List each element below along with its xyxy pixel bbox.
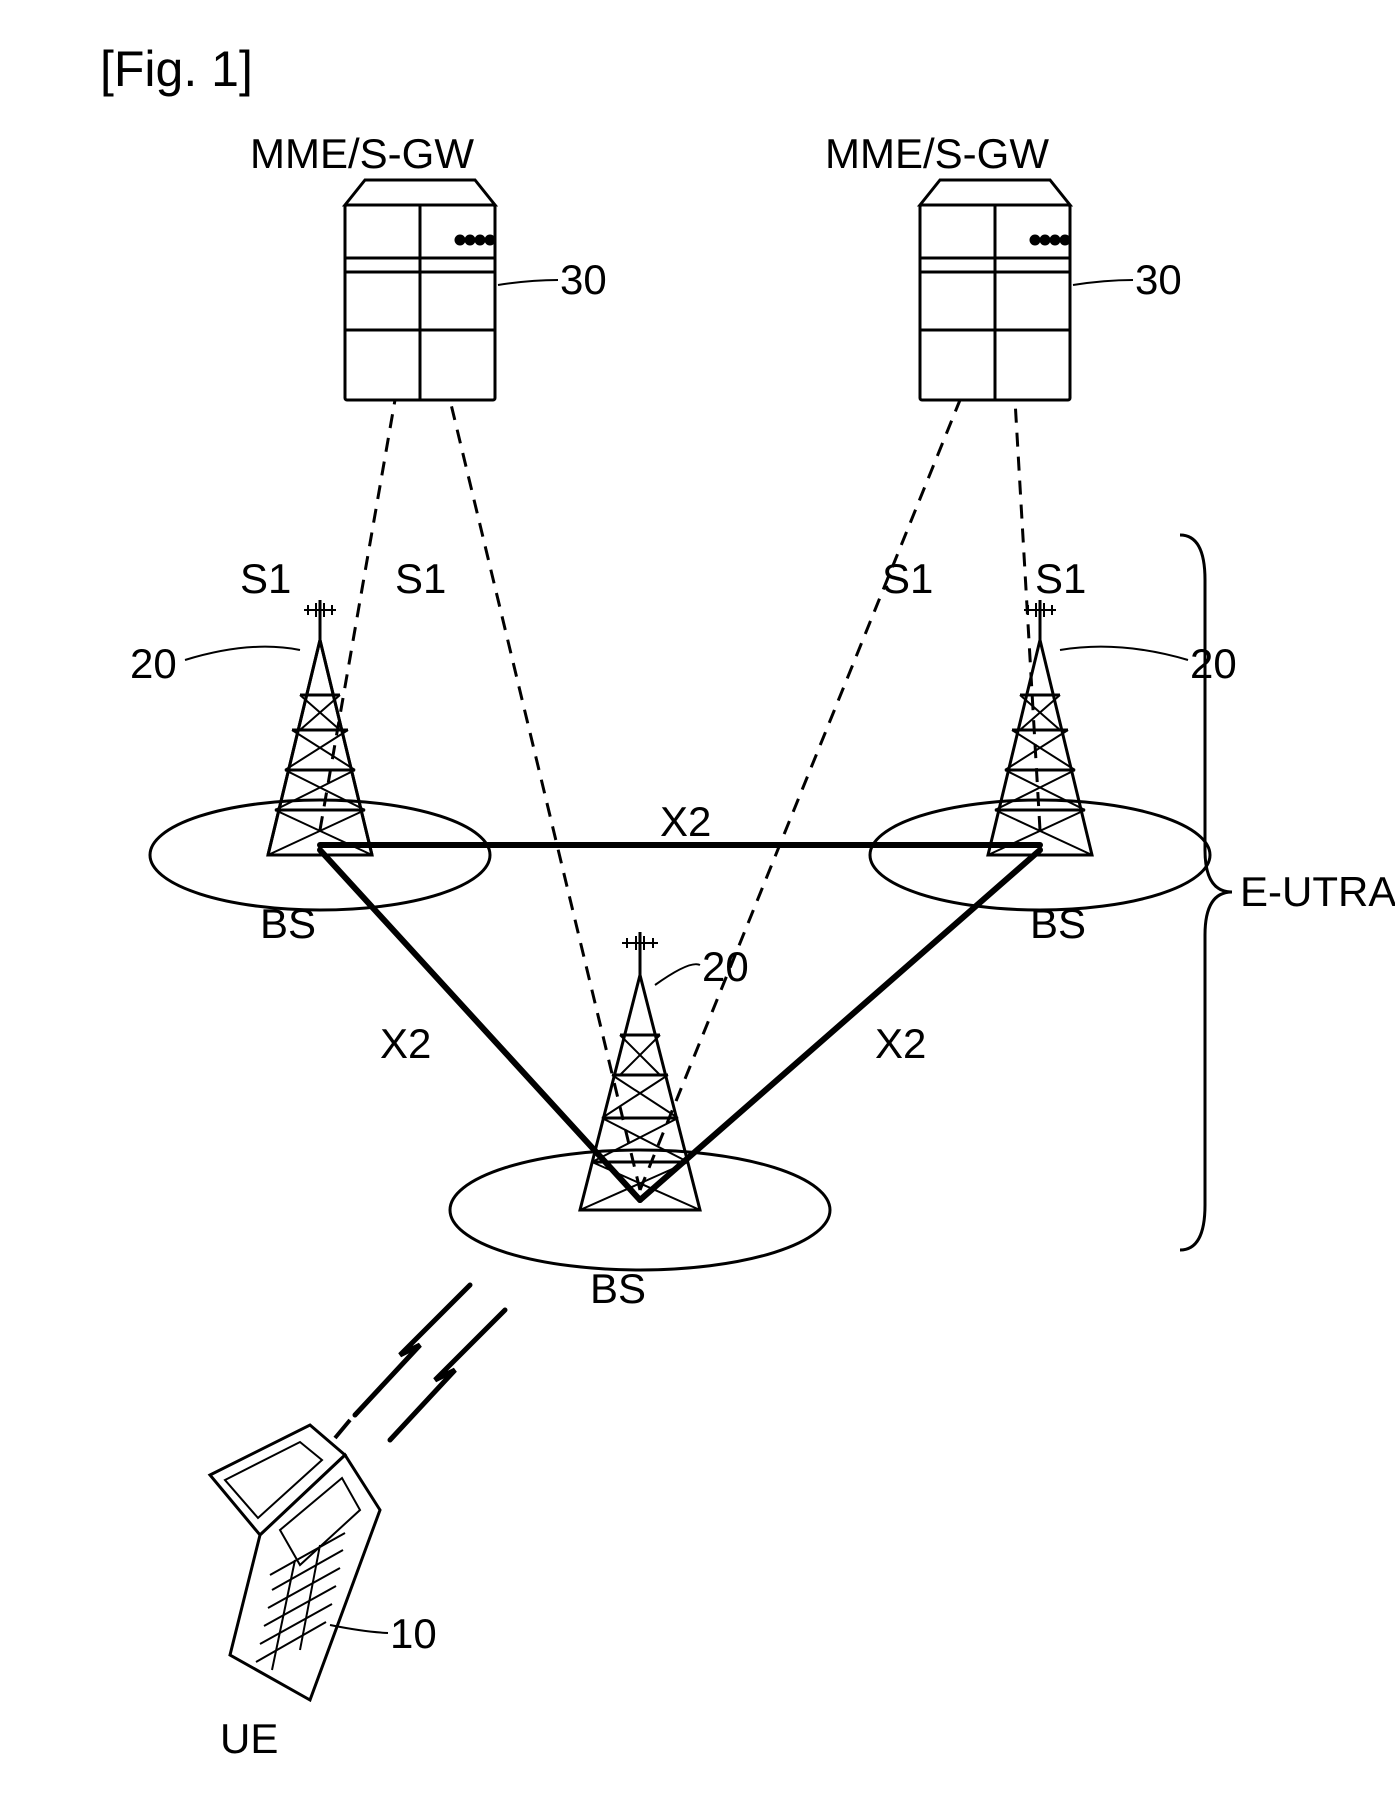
bs-left-label: BS [260,900,316,948]
ref-20-left: 20 [130,640,177,688]
s1-label-d: S1 [1035,555,1086,603]
wireless-link-icon [355,1285,505,1440]
x2-label-top: X2 [660,798,711,846]
ref10-leader [330,1625,388,1633]
bs-right [870,600,1210,910]
ref-30-left: 30 [560,256,607,304]
s1-links [320,400,1040,1190]
ue-label: UE [220,1715,278,1763]
bs-mid-label: BS [590,1265,646,1313]
ue-device [210,1420,380,1700]
s1-label-c: S1 [882,555,933,603]
mme-sgw-right-label: MME/S-GW [825,130,1049,178]
ref-10: 10 [390,1610,437,1658]
s1-label-b: S1 [395,555,446,603]
diagram-svg [0,0,1395,1818]
figure-label: [Fig. 1] [100,40,253,98]
x2-label-right: X2 [875,1020,926,1068]
x2-label-left: X2 [380,1020,431,1068]
gateway-left [345,180,495,400]
gateway-right [920,180,1070,400]
ref-20-mid: 20 [702,943,749,991]
ref-30-right: 30 [1135,256,1182,304]
eutran-label: E-UTRAN [1240,868,1395,916]
mme-sgw-left-label: MME/S-GW [250,130,474,178]
bs-mid [450,932,830,1270]
ref-20-right: 20 [1190,640,1237,688]
bs-right-label: BS [1030,900,1086,948]
s1-label-a: S1 [240,555,291,603]
figure-canvas: [Fig. 1] MME/S-GW MME/S-GW 30 30 S1 S1 S… [0,0,1395,1818]
bs-left [150,600,490,910]
